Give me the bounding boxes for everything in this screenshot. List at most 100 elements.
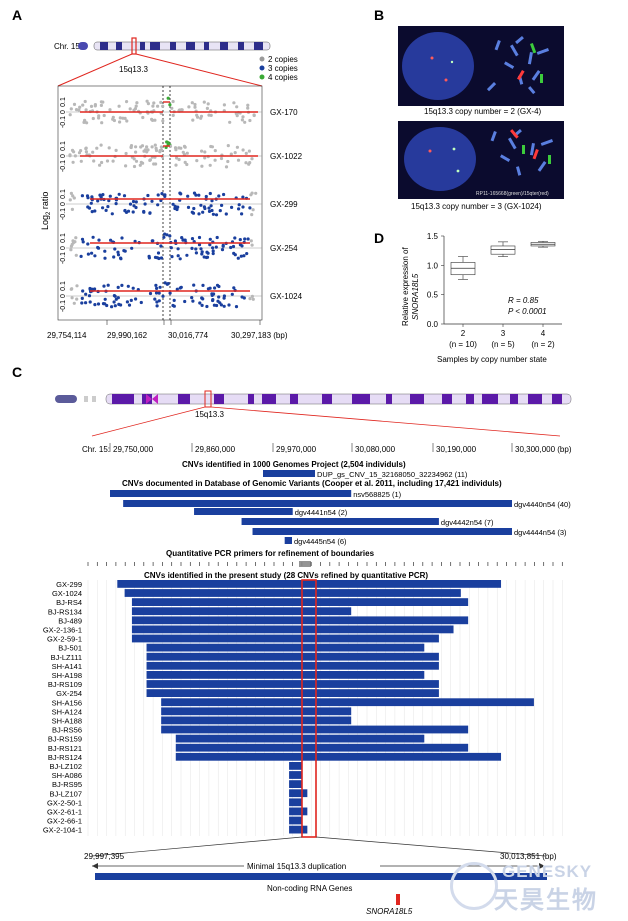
data-point [103, 302, 107, 306]
data-point [93, 287, 97, 291]
data-point [249, 239, 253, 243]
a-y-tick-label: 0.1 [60, 97, 67, 107]
data-point [113, 304, 117, 308]
c-min-label-bg [244, 861, 380, 871]
data-point [161, 104, 165, 108]
y-axis-label: Log2 ratio [40, 192, 52, 230]
c-arrow-right [539, 863, 545, 869]
c-present-label: BJ-501 [58, 644, 82, 653]
data-point [208, 163, 212, 167]
data-point [172, 298, 176, 302]
c-present-bar [289, 780, 303, 788]
legend-2-copies: 2 copies [268, 55, 298, 64]
data-point [240, 295, 244, 299]
data-point [134, 159, 139, 163]
data-point [230, 205, 234, 209]
chromosome-band [116, 42, 122, 50]
data-point [142, 149, 146, 153]
data-point [105, 159, 110, 163]
data-point [183, 160, 187, 164]
data-point [80, 237, 85, 241]
data-point [175, 156, 179, 160]
c-dgv-label: dgv4445n54 (6) [294, 537, 347, 546]
data-point [226, 159, 230, 164]
c-band-marker [204, 390, 212, 408]
data-point [122, 194, 127, 198]
c-dgv-label: dgv4442n54 (7) [441, 518, 494, 527]
data-point [96, 199, 100, 203]
data-point [190, 101, 194, 105]
d-stat-r: R = 0.85 [508, 296, 539, 305]
data-point [211, 212, 215, 216]
data-point [244, 151, 248, 155]
watermark-cn: 天昊生物 [494, 887, 598, 914]
chromosome-band [170, 42, 176, 50]
data-point [181, 238, 185, 242]
data-point [202, 255, 206, 259]
data-point [175, 287, 179, 291]
data-point [250, 157, 254, 161]
c-dgv-label: dgv4441n54 (2) [295, 508, 348, 517]
c-chromosome-band [178, 394, 190, 404]
data-point [130, 246, 134, 250]
data-point [220, 203, 224, 207]
data-point [200, 164, 204, 168]
data-point [103, 297, 107, 301]
d-n-label: (n = 10) [449, 340, 477, 349]
data-point [162, 235, 166, 239]
data-point [241, 205, 245, 209]
data-point [84, 150, 88, 154]
data-point [248, 161, 252, 165]
green-chromosome [548, 155, 551, 164]
data-point [183, 299, 187, 304]
data-point [128, 202, 133, 206]
data-point [250, 213, 254, 217]
c-present-bar [131, 616, 469, 625]
c-present-bars: GX-299GX-1024BJ-RS4BJ-RS134BJ-489GX-2-13… [43, 580, 534, 835]
x-tick-label-1: 29,754,114 [47, 331, 87, 340]
data-point [97, 114, 101, 118]
data-point [70, 296, 74, 300]
data-point [226, 144, 230, 148]
data-point [102, 284, 106, 288]
panel-d: 0.0 0.5 1.0 1.5 2 (n = 10) 3 (n = 5) 4 (n = 2) R… [401, 232, 562, 364]
data-point [221, 243, 225, 247]
data-point [197, 193, 201, 197]
c-present-bar [289, 825, 308, 834]
data-point [237, 207, 241, 211]
fish-caption-1: 15q13.3 copy number = 2 (GX-4) [424, 107, 542, 116]
data-point [243, 237, 247, 241]
data-point [168, 234, 172, 238]
a-y-tick-label: 0 [60, 110, 67, 114]
c-present-bar [289, 771, 303, 779]
data-point [254, 191, 258, 195]
data-point [93, 103, 97, 107]
data-point [81, 289, 85, 293]
data-point [197, 235, 202, 240]
a-y-tick-label: -0.1 [60, 160, 67, 172]
data-point [247, 149, 251, 153]
data-point [158, 150, 162, 154]
sample-label: GX-1022 [270, 152, 303, 161]
data-point [176, 205, 180, 209]
data-point [177, 157, 181, 162]
data-point [118, 116, 122, 120]
data-point [157, 299, 161, 303]
data-point [84, 292, 88, 296]
data-point [239, 254, 243, 258]
data-point [154, 291, 159, 295]
c-title-1000g: CNVs identified in 1000 Genomes Project … [182, 460, 406, 469]
data-point [205, 106, 209, 110]
data-point [146, 193, 150, 198]
data-point [129, 145, 133, 149]
data-point [206, 102, 210, 106]
c-zoom2-right [315, 836, 546, 857]
data-point [93, 209, 97, 213]
c-present-label: BJ-RS124 [48, 753, 82, 762]
data-point [210, 199, 214, 203]
data-point [185, 151, 189, 155]
d-x-tick-label: 4 [541, 329, 546, 338]
data-point [155, 300, 159, 304]
data-point [182, 144, 187, 148]
data-point [106, 205, 110, 209]
